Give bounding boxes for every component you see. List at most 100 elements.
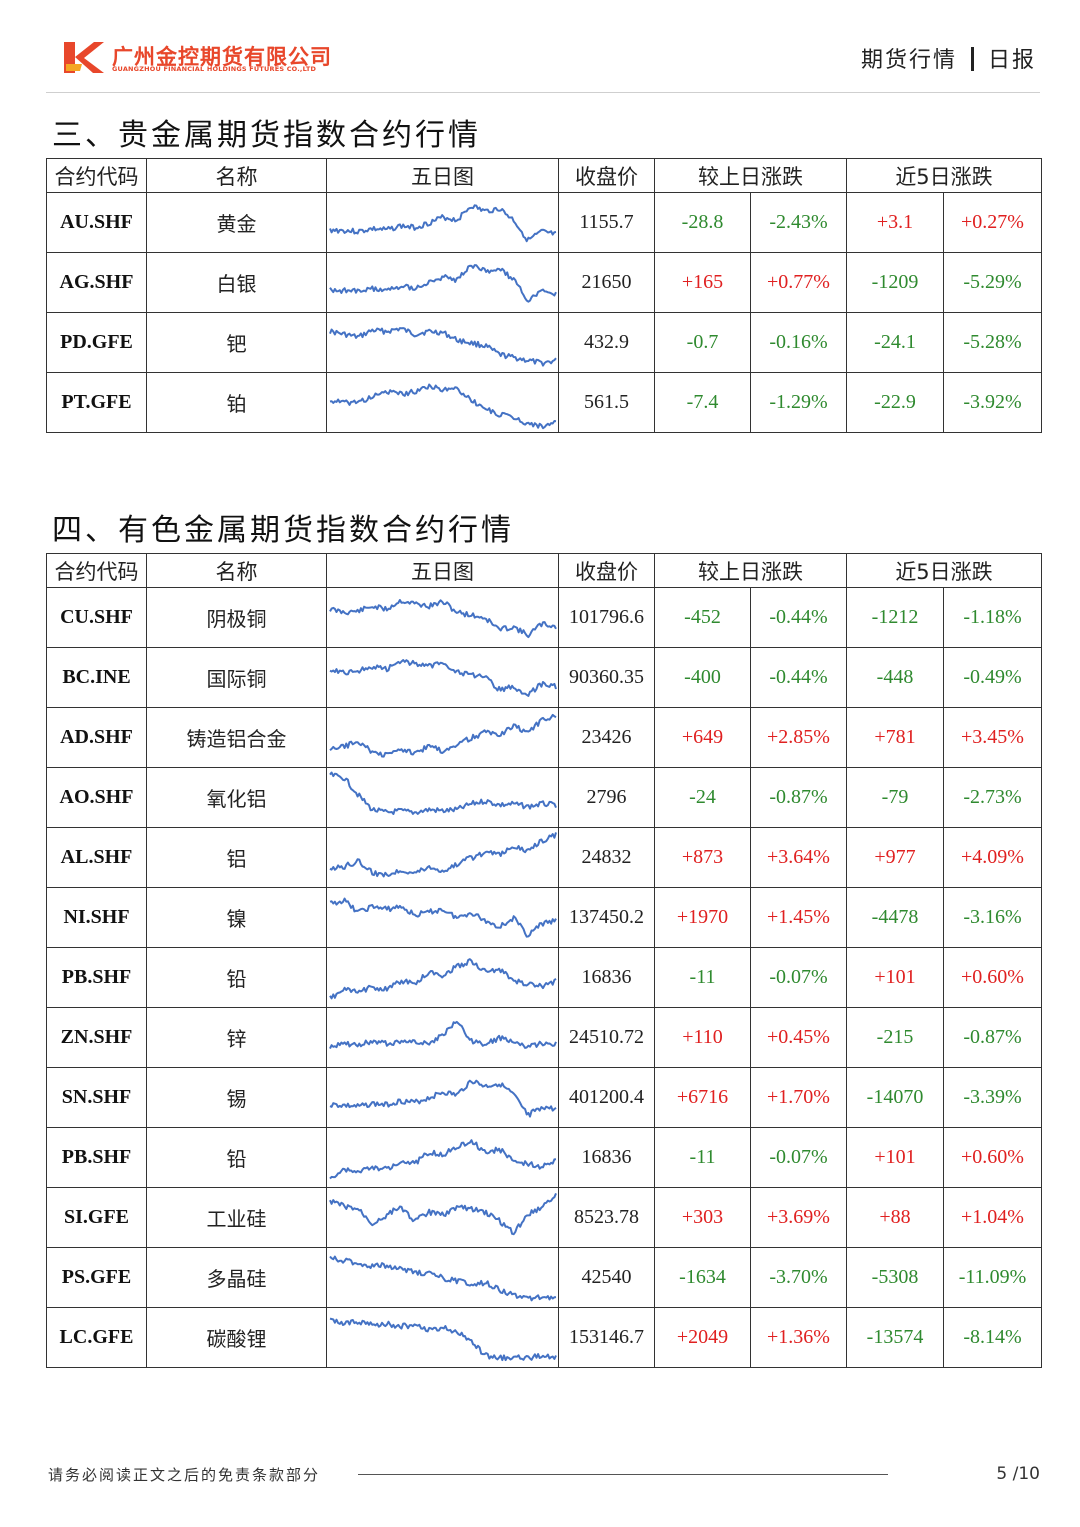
- five-day-chart: [326, 647, 559, 708]
- table-row: AO.SHF 氧化铝 2796 -24 -0.87% -79 -2.73%: [46, 767, 1042, 828]
- five-day-chart: [326, 1127, 559, 1188]
- col-code: 合约代码: [46, 158, 147, 193]
- contract-name: 镍: [146, 887, 327, 948]
- contract-name: 白银: [146, 252, 327, 313]
- five-day-chart: [326, 1307, 559, 1368]
- close-price: 1155.7: [558, 192, 655, 253]
- five-day-change-pct: -3.16%: [943, 887, 1042, 948]
- table-row: PS.GFE 多晶硅 42540 -1634 -3.70% -5308 -11.09%: [46, 1247, 1042, 1308]
- close-price: 153146.7: [558, 1307, 655, 1368]
- col-chart: 五日图: [326, 553, 559, 588]
- contract-name: 铅: [146, 1127, 327, 1188]
- five-day-sparkline: [328, 1255, 556, 1301]
- contract-code: SI.GFE: [46, 1187, 147, 1248]
- close-price: 24832: [558, 827, 655, 888]
- close-price: 432.9: [558, 312, 655, 373]
- daily-change: -0.7: [654, 312, 751, 373]
- five-day-change: +88: [846, 1187, 944, 1248]
- close-price: 23426: [558, 707, 655, 768]
- five-day-sparkline: [328, 326, 557, 367]
- five-day-chart: [326, 707, 559, 768]
- five-day-change-pct: +1.04%: [943, 1187, 1042, 1248]
- contract-code: AG.SHF: [46, 252, 147, 313]
- col-chart: 五日图: [326, 158, 559, 193]
- disclaimer-note: 请务必阅读正文之后的免责条款部分: [48, 1466, 321, 1484]
- contract-name: 铝: [146, 827, 327, 888]
- five-day-chart: [326, 1007, 559, 1068]
- daily-change-pct: -1.29%: [750, 372, 847, 433]
- daily-change: +110: [654, 1007, 751, 1068]
- col-daily-change: 较上日涨跌: [654, 553, 847, 588]
- five-day-change-pct: +0.60%: [943, 947, 1042, 1008]
- daily-change-pct: -0.16%: [750, 312, 847, 373]
- five-day-change-pct: -2.73%: [943, 767, 1042, 828]
- daily-change-pct: +1.36%: [750, 1307, 847, 1368]
- contract-code: AL.SHF: [46, 827, 147, 888]
- five-day-change: -5308: [846, 1247, 944, 1308]
- five-day-change-pct: -1.18%: [943, 587, 1042, 648]
- daily-change-pct: +0.77%: [750, 252, 847, 313]
- five-day-sparkline: [328, 203, 556, 242]
- five-day-change: +101: [846, 947, 944, 1008]
- close-price: 101796.6: [558, 587, 655, 648]
- contract-code: CU.SHF: [46, 587, 147, 648]
- five-day-sparkline: [328, 1192, 557, 1235]
- col-five-day-change: 近5日涨跌: [846, 158, 1042, 193]
- header-rule: [46, 92, 1040, 93]
- five-day-chart: [326, 1187, 559, 1248]
- contract-code: PB.SHF: [46, 947, 147, 1008]
- contract-name: 碳酸锂: [146, 1307, 327, 1368]
- five-day-chart: [326, 252, 559, 313]
- five-day-change-pct: +3.45%: [943, 707, 1042, 768]
- contract-name: 铅: [146, 947, 327, 1008]
- contract-name: 铸造铝合金: [146, 707, 327, 768]
- daily-change: -11: [654, 1127, 751, 1188]
- close-price: 16836: [558, 1127, 655, 1188]
- five-day-sparkline: [329, 1079, 557, 1118]
- table-row: BC.INE 国际铜 90360.35 -400 -0.44% -448 -0.49%: [46, 647, 1042, 708]
- close-price: 21650: [558, 252, 655, 313]
- five-day-change: -24.1: [846, 312, 944, 373]
- daily-change-pct: -0.87%: [750, 767, 847, 828]
- table-row: AL.SHF 铝 24832 +873 +3.64% +977 +4.09%: [46, 827, 1042, 888]
- page-footer: 请务必阅读正文之后的免责条款部分 5 /10: [46, 1464, 1040, 1488]
- daily-change: +649: [654, 707, 751, 768]
- table-row: PB.SHF 铅 16836 -11 -0.07% +101 +0.60%: [46, 947, 1042, 1008]
- contract-code: BC.INE: [46, 647, 147, 708]
- five-day-change: -1212: [846, 587, 944, 648]
- col-close: 收盘价: [558, 553, 655, 588]
- daily-change-pct: +3.64%: [750, 827, 847, 888]
- daily-change: -28.8: [654, 192, 751, 253]
- nonferrous-metals-table: 合约代码 名称 五日图 收盘价 较上日涨跌 近5日涨跌 CU.SHF 阴极铜 101…: [46, 553, 1042, 1368]
- contract-name: 多晶硅: [146, 1247, 327, 1308]
- table-row: SI.GFE 工业硅 8523.78 +303 +3.69% +88 +1.04%: [46, 1187, 1042, 1248]
- company-logo: 广州金控期货有限公司 GUANGZHOU FINANCIAL HOLDINGS …: [64, 40, 364, 80]
- five-day-sparkline: [328, 598, 557, 638]
- five-day-sparkline: [329, 897, 557, 938]
- daily-change: +6716: [654, 1067, 751, 1128]
- five-day-change: -13574: [846, 1307, 944, 1368]
- close-price: 90360.35: [558, 647, 655, 708]
- daily-change-pct: -0.44%: [750, 587, 847, 648]
- section-title-nonferrous-metals: 四、有色金属期货指数合约行情: [52, 513, 514, 548]
- five-day-change: -14070: [846, 1067, 944, 1128]
- daily-change-pct: -3.70%: [750, 1247, 847, 1308]
- close-price: 401200.4: [558, 1067, 655, 1128]
- five-day-change: -215: [846, 1007, 944, 1068]
- contract-code: SN.SHF: [46, 1067, 147, 1128]
- five-day-change-pct: +4.09%: [943, 827, 1042, 888]
- table-row: AD.SHF 铸造铝合金 23426 +649 +2.85% +781 +3.45%: [46, 707, 1042, 768]
- daily-change: +873: [654, 827, 751, 888]
- five-day-change: +3.1: [846, 192, 944, 253]
- five-day-chart: [326, 767, 559, 828]
- daily-change-pct: +2.85%: [750, 707, 847, 768]
- col-five-day-change: 近5日涨跌: [846, 553, 1042, 588]
- col-daily-change: 较上日涨跌: [654, 158, 847, 193]
- daily-change-pct: -0.44%: [750, 647, 847, 708]
- five-day-change: +781: [846, 707, 944, 768]
- five-day-change: +977: [846, 827, 944, 888]
- contract-name: 工业硅: [146, 1187, 327, 1248]
- table-row: PD.GFE 钯 432.9 -0.7 -0.16% -24.1 -5.28%: [46, 312, 1042, 373]
- five-day-sparkline: [328, 263, 557, 303]
- daily-change: -24: [654, 767, 751, 828]
